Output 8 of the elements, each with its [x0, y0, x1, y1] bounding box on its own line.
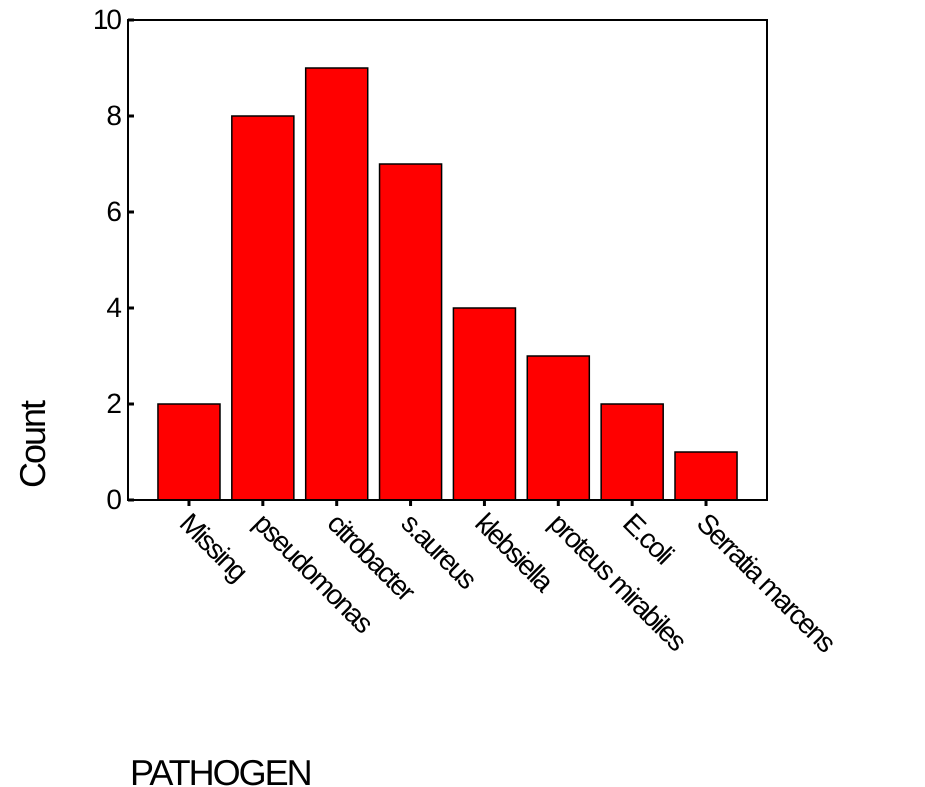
y-tick-label: 8: [106, 100, 122, 131]
y-tick-label: 6: [106, 196, 122, 227]
y-tick-label: 4: [106, 292, 122, 323]
y-tick-label: 2: [106, 388, 122, 419]
x-axis-title: PATHOGEN: [130, 752, 311, 787]
y-axis-title: Count: [12, 400, 53, 488]
y-tick-label: 0: [106, 484, 122, 515]
y-tick-label: 10: [92, 4, 122, 35]
